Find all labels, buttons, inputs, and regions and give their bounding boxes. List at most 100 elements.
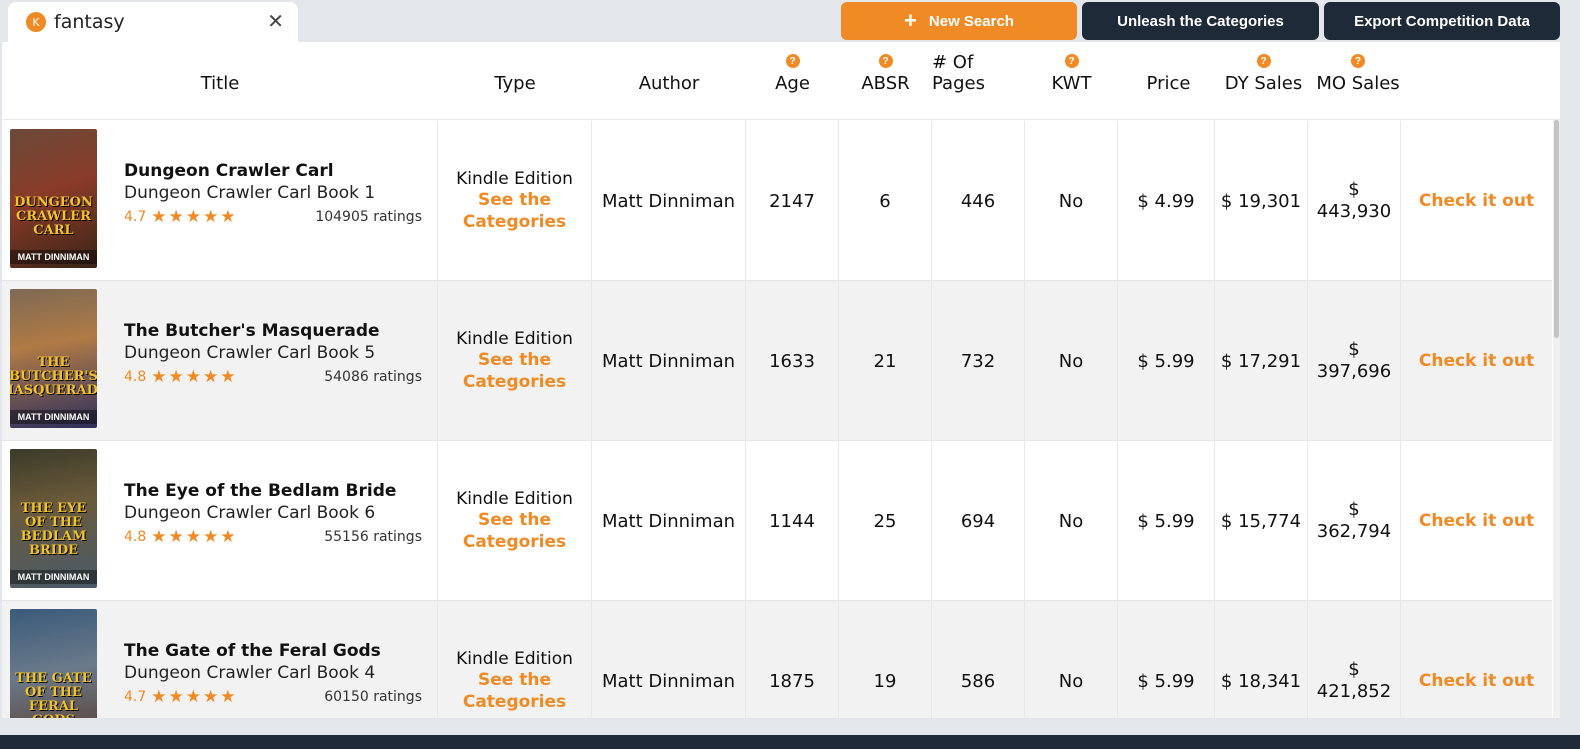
mo-sales-value: 421,852: [1316, 681, 1392, 702]
check-it-out-link[interactable]: Check it out: [1418, 671, 1535, 691]
check-it-out-link[interactable]: Check it out: [1418, 511, 1535, 531]
book-title[interactable]: The Butcher's Masquerade: [124, 321, 380, 341]
see-categories-link[interactable]: See the Categories: [462, 510, 567, 552]
header-kwt: ? KWT: [1025, 42, 1118, 120]
search-query[interactable]: fantasy: [54, 11, 125, 33]
kwt-cell: No: [1025, 441, 1118, 601]
cover-title: THE EYE OF THE BEDLAM BRIDE: [20, 501, 87, 558]
header-author-label: Author: [638, 73, 700, 94]
dy-sales-cell: $ 18,341: [1215, 601, 1308, 718]
export-competition-data-button[interactable]: Export Competition Data: [1324, 2, 1560, 40]
rating-line: 4.8 ★★★★★ 54086 ratings: [124, 367, 422, 387]
app-logo-icon: K: [26, 12, 46, 32]
pages-cell: 586: [932, 601, 1025, 718]
ratings-count: 55156 ratings: [324, 529, 422, 545]
price-cell: $ 4.99: [1118, 121, 1215, 281]
type-cell: Kindle Edition See the Categories: [438, 121, 592, 281]
book-cover[interactable]: THE BUTCHER'S MASQUERADE MATT DINNIMAN: [10, 289, 97, 428]
rating-value: 4.7: [124, 689, 147, 705]
see-categories-link[interactable]: See the Categories: [462, 350, 567, 392]
book-cover[interactable]: DUNGEON CRAWLER CARL MATT DINNIMAN: [10, 129, 97, 268]
cover-title: DUNGEON CRAWLER CARL: [14, 195, 93, 238]
help-icon[interactable]: ?: [1351, 54, 1365, 68]
type-label: Kindle Edition: [456, 489, 573, 509]
table-row: THE GATE OF THE FERAL GODS The Gate of t…: [2, 601, 1552, 718]
unleash-categories-button[interactable]: Unleash the Categories: [1082, 2, 1319, 40]
scrollbar-thumb[interactable]: [1554, 120, 1559, 338]
title-cell: THE EYE OF THE BEDLAM BRIDE MATT DINNIMA…: [2, 441, 438, 601]
header-absr-label: ABSR: [861, 73, 910, 94]
star-icons: ★★★★★: [151, 367, 238, 387]
type-cell: Kindle Edition See the Categories: [438, 601, 592, 718]
book-info: The Gate of the Feral Gods Dungeon Crawl…: [124, 641, 422, 707]
ratings-count: 104905 ratings: [315, 209, 422, 225]
cover-title: THE GATE OF THE FERAL GODS: [15, 671, 92, 719]
help-icon[interactable]: ?: [1064, 54, 1079, 68]
book-info: The Butcher's Masquerade Dungeon Crawler…: [124, 321, 422, 387]
check-it-out-link[interactable]: Check it out: [1418, 351, 1535, 371]
header-title-label: Title: [200, 73, 240, 94]
rating-line: 4.8 ★★★★★ 55156 ratings: [124, 527, 422, 547]
search-tab[interactable]: K fantasy ✕: [8, 2, 298, 42]
rating-value: 4.7: [124, 209, 147, 225]
bottom-bar: [0, 735, 1580, 749]
mo-sales-cell: $ 362,794: [1308, 441, 1401, 601]
header-price-label: Price: [1146, 73, 1191, 94]
mo-sales-currency: $: [1348, 659, 1360, 680]
action-cell: Check it out: [1401, 441, 1552, 601]
rating-value: 4.8: [124, 529, 147, 545]
pages-cell: 446: [932, 121, 1025, 281]
rating-line: 4.7 ★★★★★ 104905 ratings: [124, 207, 422, 227]
new-search-button[interactable]: + New Search: [841, 2, 1077, 40]
absr-cell: 19: [839, 601, 932, 718]
price-cell: $ 5.99: [1118, 601, 1215, 718]
check-it-out-link[interactable]: Check it out: [1418, 191, 1535, 211]
age-cell: 1144: [746, 441, 839, 601]
close-icon[interactable]: ✕: [267, 9, 284, 33]
dy-sales-cell: $ 19,301: [1215, 121, 1308, 281]
cover-author: MATT DINNIMAN: [10, 570, 97, 584]
author-cell: Matt Dinniman: [592, 121, 746, 281]
book-title[interactable]: The Gate of the Feral Gods: [124, 641, 381, 661]
title-cell: THE GATE OF THE FERAL GODS The Gate of t…: [2, 601, 438, 718]
header-type: Type: [438, 42, 592, 120]
results-panel: Title Type Author ? Age ? ABSR # Of Pages …: [2, 42, 1560, 718]
author-cell: Matt Dinniman: [592, 281, 746, 441]
action-cell: Check it out: [1401, 601, 1552, 718]
age-cell: 1633: [746, 281, 839, 441]
header-age: ? Age: [746, 42, 839, 120]
book-series: Dungeon Crawler Carl Book 6: [124, 503, 376, 523]
vertical-scrollbar[interactable]: [1553, 120, 1560, 718]
rating-value: 4.8: [124, 369, 147, 385]
see-categories-link[interactable]: See the Categories: [462, 190, 567, 232]
book-cover[interactable]: THE GATE OF THE FERAL GODS: [10, 609, 97, 718]
type-label: Kindle Edition: [456, 169, 573, 189]
type-label: Kindle Edition: [456, 649, 573, 669]
dy-sales-cell: $ 17,291: [1215, 281, 1308, 441]
help-icon[interactable]: ?: [878, 54, 893, 68]
book-title[interactable]: Dungeon Crawler Carl: [124, 161, 334, 181]
author-cell: Matt Dinniman: [592, 441, 746, 601]
header-kwt-label: KWT: [1051, 73, 1092, 94]
book-title[interactable]: The Eye of the Bedlam Bride: [124, 481, 397, 501]
book-cover[interactable]: THE EYE OF THE BEDLAM BRIDE MATT DINNIMA…: [10, 449, 97, 588]
title-cell: THE BUTCHER'S MASQUERADE MATT DINNIMAN T…: [2, 281, 438, 441]
table-header: Title Type Author ? Age ? ABSR # Of Pages …: [2, 42, 1560, 120]
action-cell: Check it out: [1401, 121, 1552, 281]
table-row: DUNGEON CRAWLER CARL MATT DINNIMAN Dunge…: [2, 121, 1552, 281]
star-icons: ★★★★★: [151, 687, 238, 707]
mo-sales-currency: $: [1348, 179, 1360, 200]
kwt-cell: No: [1025, 281, 1118, 441]
mo-sales-currency: $: [1348, 339, 1360, 360]
title-cell: DUNGEON CRAWLER CARL MATT DINNIMAN Dunge…: [2, 121, 438, 281]
help-icon[interactable]: ?: [1256, 54, 1271, 68]
header-pages-label: # Of Pages: [932, 52, 985, 94]
see-categories-link[interactable]: See the Categories: [462, 670, 567, 712]
mo-sales-cell: $ 421,852: [1308, 601, 1401, 718]
help-icon[interactable]: ?: [785, 54, 800, 68]
plus-icon: +: [904, 8, 917, 33]
price-cell: $ 5.99: [1118, 281, 1215, 441]
age-cell: 2147: [746, 121, 839, 281]
book-info: The Eye of the Bedlam Bride Dungeon Craw…: [124, 481, 422, 547]
header-type-label: Type: [494, 73, 536, 94]
